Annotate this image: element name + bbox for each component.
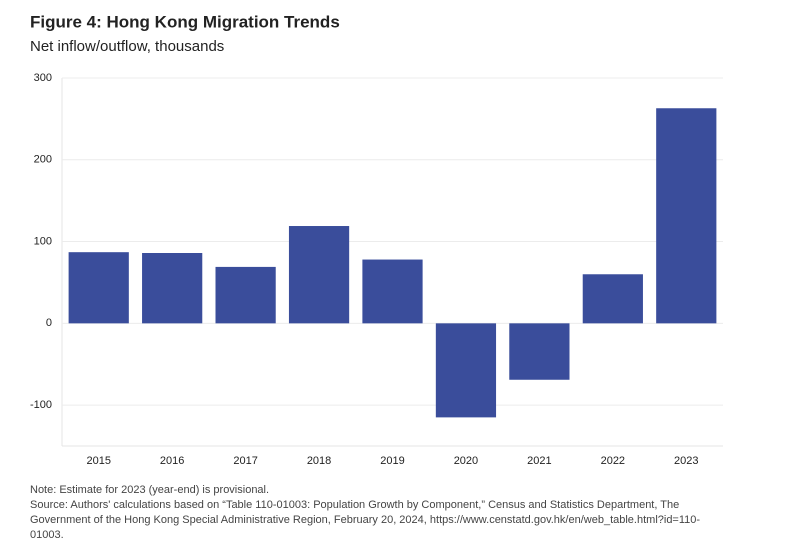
x-tick-label: 2019	[380, 455, 404, 467]
bar	[509, 323, 570, 380]
bar	[288, 226, 350, 324]
bar	[435, 323, 497, 418]
x-tick-label: 2021	[527, 455, 551, 467]
x-tick-label: 2020	[454, 455, 478, 467]
note: Note: Estimate for 2023 (year-end) is pr…	[30, 484, 270, 496]
x-tick-label: 2022	[601, 455, 625, 467]
x-tick-label: 2016	[160, 455, 184, 467]
bar	[68, 252, 129, 324]
bar	[215, 266, 276, 324]
chart-title: Figure 4: Hong Kong Migration Trends	[30, 12, 340, 31]
x-tick-label: 2018	[307, 455, 331, 467]
y-tick-label: 100	[34, 235, 52, 247]
bar	[656, 108, 717, 324]
source: Source: Authors' calculations based on “…	[30, 499, 701, 541]
x-tick-label: 2023	[674, 455, 698, 467]
x-tick-label: 2017	[233, 455, 257, 467]
bar	[362, 259, 423, 324]
bar	[142, 253, 203, 324]
bar	[582, 274, 643, 324]
y-tick-label: 200	[34, 154, 52, 166]
y-tick-label: 300	[34, 72, 52, 84]
y-tick-label: -100	[30, 399, 52, 411]
x-tick-label: 2015	[86, 455, 110, 467]
chart-subtitle: Net inflow/outflow, thousands	[30, 38, 224, 55]
y-tick-label: 0	[46, 317, 52, 329]
footnotes: Note: Estimate for 2023 (year-end) is pr…	[30, 483, 720, 543]
chart: Figure 4: Hong Kong Migration Trends Net…	[30, 12, 723, 467]
